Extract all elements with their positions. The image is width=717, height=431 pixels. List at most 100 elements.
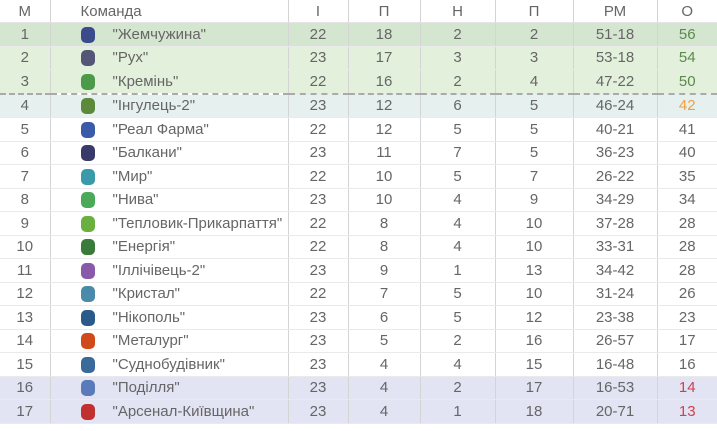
header-team[interactable]: Команда <box>49 0 288 23</box>
played-cell: 22 <box>287 117 348 142</box>
played-cell: 22 <box>287 69 348 94</box>
header-won[interactable]: П <box>347 0 420 23</box>
goals-cell: 20-71 <box>572 399 657 424</box>
team-logo-icon <box>80 121 95 138</box>
team-cell: "Рух" <box>49 46 288 70</box>
drawn-cell: 6 <box>419 92 495 118</box>
team-name-link[interactable]: "Кристал" <box>112 285 180 303</box>
position-cell: 12 <box>0 282 50 306</box>
goals-cell: 33-31 <box>572 235 657 259</box>
played-cell: 23 <box>287 92 348 118</box>
position-cell: 1 <box>0 22 50 47</box>
table-row: 4 "Інгулець-2" 23 12 6 5 46-24 42 <box>0 92 717 118</box>
lost-cell: 9 <box>494 188 573 212</box>
won-cell: 5 <box>347 329 420 353</box>
won-cell: 11 <box>347 141 420 165</box>
played-cell: 22 <box>287 235 348 259</box>
team-cell: "Суднобудівник" <box>49 352 288 377</box>
points-cell: 54 <box>656 46 717 70</box>
team-logo-icon <box>80 73 95 90</box>
team-name-link[interactable]: "Поділля" <box>112 379 180 397</box>
lost-cell: 3 <box>494 46 573 70</box>
team-cell: "Мир" <box>49 164 288 189</box>
drawn-cell: 4 <box>419 235 495 259</box>
team-logo-icon <box>80 215 95 232</box>
goals-cell: 26-22 <box>572 164 657 189</box>
team-logo-icon <box>80 192 95 209</box>
table-row: 16 "Поділля" 23 4 2 17 16-53 14 <box>0 376 717 400</box>
table-row: 11 "Іллічівець-2" 23 9 1 13 34-42 28 <box>0 258 717 283</box>
team-name-link[interactable]: "Арсенал-Київщина" <box>112 402 255 420</box>
played-cell: 23 <box>287 399 348 424</box>
header-played[interactable]: І <box>287 0 348 23</box>
position-cell: 3 <box>0 69 50 94</box>
team-name-link[interactable]: "Балкани" <box>112 144 183 162</box>
team-logo-icon <box>80 286 95 303</box>
team-name-link[interactable]: "Рух" <box>112 49 149 67</box>
lost-cell: 5 <box>494 141 573 165</box>
team-name-link[interactable]: "Інгулець-2" <box>112 97 196 115</box>
points-cell: 23 <box>656 305 717 330</box>
team-name-link[interactable]: "Тепловик-Прикарпаття" <box>112 214 283 232</box>
team-logo-icon <box>80 26 95 43</box>
played-cell: 23 <box>287 46 348 70</box>
position-cell: 10 <box>0 235 50 259</box>
points-cell: 42 <box>656 92 717 118</box>
drawn-cell: 5 <box>419 305 495 330</box>
header-points[interactable]: О <box>656 0 717 23</box>
won-cell: 4 <box>347 352 420 377</box>
table-row: 7 "Мир" 22 10 5 7 26-22 35 <box>0 164 717 189</box>
table-row: 8 "Нива" 23 10 4 9 34-29 34 <box>0 188 717 212</box>
position-cell: 13 <box>0 305 50 330</box>
team-cell: "Поділля" <box>49 376 288 400</box>
team-name-link[interactable]: "Енергія" <box>112 238 176 256</box>
header-drawn[interactable]: Н <box>419 0 495 23</box>
table-row: 14 "Металург" 23 5 2 16 26-57 17 <box>0 329 717 353</box>
team-name-link[interactable]: "Реал Фарма" <box>112 120 209 138</box>
goals-cell: 37-28 <box>572 211 657 236</box>
team-cell: "Кристал" <box>49 282 288 306</box>
team-logo-icon <box>80 145 95 162</box>
team-name-link[interactable]: "Нива" <box>112 191 159 209</box>
header-lost[interactable]: П <box>494 0 573 23</box>
table-row: 15 "Суднобудівник" 23 4 4 15 16-48 16 <box>0 352 717 377</box>
team-name-link[interactable]: "Жемчужина" <box>112 25 207 43</box>
drawn-cell: 5 <box>419 164 495 189</box>
points-cell: 56 <box>656 22 717 47</box>
goals-cell: 53-18 <box>572 46 657 70</box>
won-cell: 10 <box>347 164 420 189</box>
goals-cell: 16-53 <box>572 376 657 400</box>
team-name-link[interactable]: "Нікополь" <box>112 308 186 326</box>
team-cell: "Арсенал-Київщина" <box>49 399 288 424</box>
points-cell: 17 <box>656 329 717 353</box>
lost-cell: 10 <box>494 235 573 259</box>
played-cell: 23 <box>287 329 348 353</box>
team-logo-icon <box>80 356 95 373</box>
drawn-cell: 1 <box>419 258 495 283</box>
team-name-link[interactable]: "Суднобудівник" <box>112 355 225 373</box>
drawn-cell: 2 <box>419 69 495 94</box>
team-name-link[interactable]: "Іллічівець-2" <box>112 261 206 279</box>
lost-cell: 17 <box>494 376 573 400</box>
won-cell: 16 <box>347 69 420 94</box>
goals-cell: 40-21 <box>572 117 657 142</box>
header-goals[interactable]: РМ <box>572 0 657 23</box>
team-name-link[interactable]: "Металург" <box>112 332 189 350</box>
header-position[interactable]: М <box>0 0 50 23</box>
team-name-link[interactable]: "Мир" <box>112 167 153 185</box>
won-cell: 4 <box>347 376 420 400</box>
won-cell: 12 <box>347 92 420 118</box>
played-cell: 23 <box>287 376 348 400</box>
played-cell: 23 <box>287 188 348 212</box>
position-cell: 14 <box>0 329 50 353</box>
goals-cell: 51-18 <box>572 22 657 47</box>
drawn-cell: 1 <box>419 399 495 424</box>
won-cell: 9 <box>347 258 420 283</box>
team-name-link[interactable]: "Кремінь" <box>112 72 179 90</box>
drawn-cell: 7 <box>419 141 495 165</box>
goals-cell: 31-24 <box>572 282 657 306</box>
points-cell: 28 <box>656 235 717 259</box>
table-row: 3 "Кремінь" 22 16 2 4 47-22 50 <box>0 69 717 94</box>
team-logo-icon <box>80 333 95 350</box>
